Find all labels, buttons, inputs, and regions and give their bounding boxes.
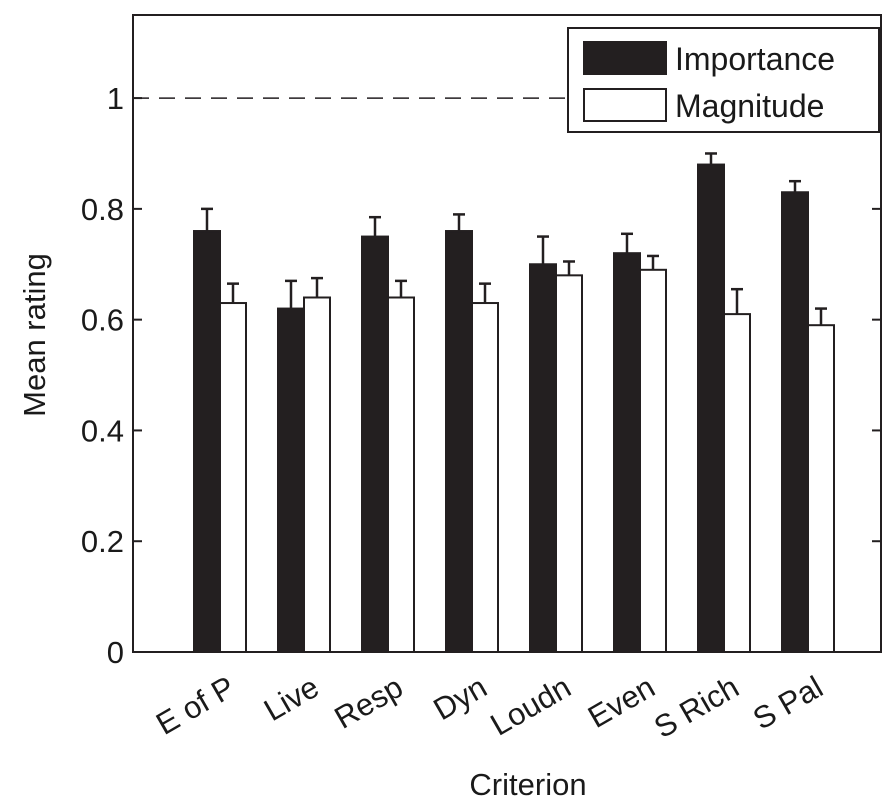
y-axis-label: Mean rating bbox=[17, 253, 52, 417]
bar-importance bbox=[613, 252, 641, 653]
y-tick-label: 0.4 bbox=[81, 413, 124, 448]
bar-magnitude bbox=[723, 313, 751, 653]
bars-layer bbox=[193, 152, 835, 653]
bar-importance bbox=[697, 163, 725, 653]
legend-label-magnitude: Magnitude bbox=[675, 88, 824, 124]
x-tick-label: E of P bbox=[150, 669, 241, 742]
bar-magnitude bbox=[639, 268, 667, 653]
bar-magnitude bbox=[387, 296, 415, 653]
bar-magnitude bbox=[807, 324, 835, 653]
plot-frame bbox=[132, 14, 882, 653]
bar-importance bbox=[361, 235, 389, 653]
x-tick-label: Loudn bbox=[485, 669, 577, 742]
bar-magnitude bbox=[555, 274, 583, 653]
x-tick-label: Dyn bbox=[427, 669, 492, 727]
bar-magnitude bbox=[219, 302, 247, 653]
x-tick-label: S Pal bbox=[747, 669, 829, 736]
x-tick-label: Even bbox=[582, 669, 661, 735]
bar-importance bbox=[193, 230, 221, 653]
y-tick-label: 0.6 bbox=[81, 303, 124, 338]
bar-magnitude bbox=[303, 296, 331, 653]
y-ticks-layer: 0 0.2 0.4 0.6 0.8 1 bbox=[81, 81, 881, 670]
y-tick-label: 0.2 bbox=[81, 524, 124, 559]
legend-label-importance: Importance bbox=[675, 41, 835, 77]
legend: Importance Magnitude bbox=[567, 27, 880, 133]
y-tick-label: 0.8 bbox=[81, 192, 124, 227]
x-axis-label: Criterion bbox=[469, 767, 586, 802]
bar-importance bbox=[277, 307, 305, 653]
x-tick-label: Live bbox=[258, 669, 325, 728]
x-tick-label: S Rich bbox=[648, 669, 745, 745]
bar-importance bbox=[445, 230, 473, 653]
y-tick-label: 1 bbox=[107, 81, 124, 116]
bar-importance bbox=[781, 191, 809, 653]
bar-magnitude bbox=[471, 302, 499, 653]
x-tick-label: Resp bbox=[329, 669, 409, 735]
bar-importance bbox=[529, 263, 557, 653]
y-tick-label: 0 bbox=[107, 635, 124, 670]
legend-swatch-magnitude bbox=[583, 88, 667, 122]
legend-swatch-importance bbox=[583, 41, 667, 75]
